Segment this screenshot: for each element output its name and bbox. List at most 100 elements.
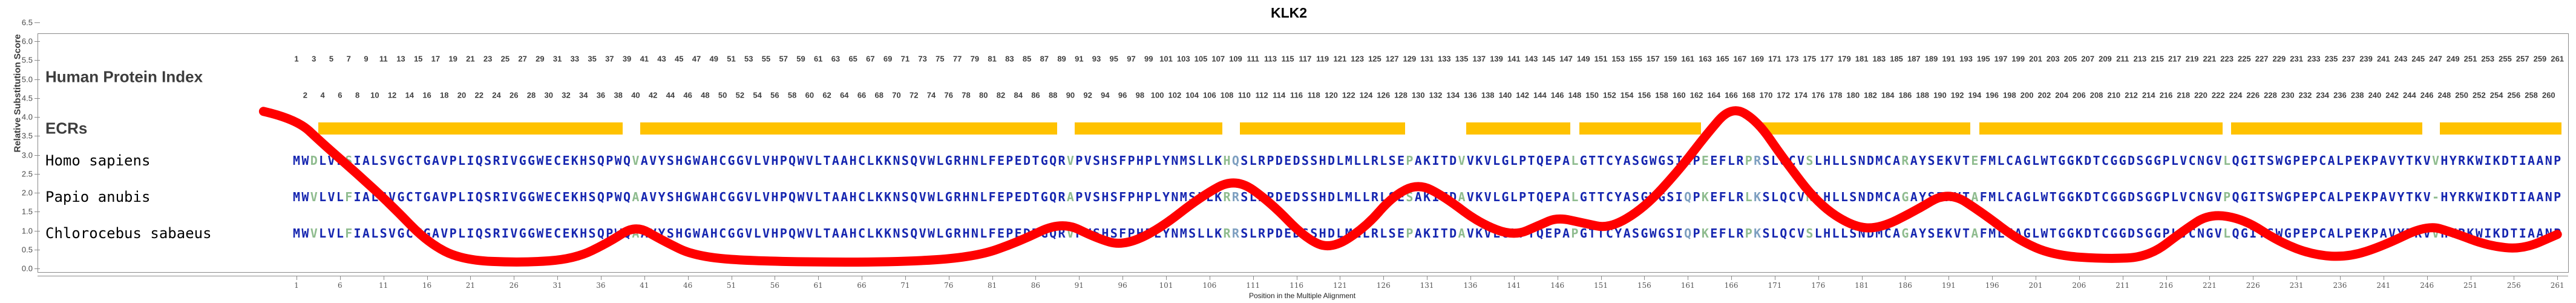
residue: W xyxy=(301,190,309,204)
residue: A xyxy=(841,190,848,204)
x-tick-label: 186 xyxy=(1898,281,1912,290)
residue: K xyxy=(1701,226,1709,241)
residue: L xyxy=(457,153,466,168)
residue: T xyxy=(1597,153,1605,168)
residue: K xyxy=(2362,153,2370,168)
protein-index-number: 145 xyxy=(1542,54,1556,64)
residue: H xyxy=(1101,153,1109,168)
residue: R xyxy=(1754,153,1762,168)
protein-index-number: 11 xyxy=(379,54,388,64)
residue: G xyxy=(527,226,536,241)
residue: V xyxy=(2214,226,2222,241)
residue: A xyxy=(1893,226,1901,241)
residue: G xyxy=(1579,153,1587,168)
residue: V xyxy=(510,153,518,168)
residue: L xyxy=(936,190,944,204)
x-tick-label: 221 xyxy=(2202,281,2217,290)
residue: I xyxy=(353,226,361,241)
residue: G xyxy=(945,153,952,168)
residue: E xyxy=(1710,190,1718,204)
residue: L xyxy=(1771,190,1778,204)
ecr-bar-segment xyxy=(1979,122,2223,135)
residue: L xyxy=(1249,226,1257,241)
protein-index-number: 115 xyxy=(1281,54,1294,64)
residue: C xyxy=(719,153,727,168)
residue: G xyxy=(2284,226,2292,241)
residue: L xyxy=(2223,153,2231,168)
residue: W xyxy=(927,190,936,204)
x-tick-mark xyxy=(1861,276,1863,280)
residue: H xyxy=(580,190,588,204)
protein-index-number: 136 xyxy=(1464,90,1477,100)
x-tick-label: 236 xyxy=(2333,281,2347,290)
residue: L xyxy=(2171,153,2178,168)
residue: D xyxy=(2084,153,2092,168)
x-tick-mark xyxy=(1948,276,1950,280)
protein-index-number: 73 xyxy=(918,54,927,64)
residue: H xyxy=(1319,190,1326,204)
residue: L xyxy=(867,190,874,204)
residue: L xyxy=(2031,153,2040,168)
residue: S xyxy=(588,226,596,241)
residue: M xyxy=(1179,153,1187,168)
x-tick-label: 46 xyxy=(683,281,693,290)
residue: K xyxy=(2362,190,2370,204)
residue: A xyxy=(831,226,839,241)
residue: Y xyxy=(1614,226,1622,241)
residue: S xyxy=(588,190,596,204)
protein-index-number: 140 xyxy=(1498,90,1512,100)
protein-index-number: 88 xyxy=(1048,90,1058,100)
residue: W xyxy=(301,153,309,168)
residue: Q xyxy=(1536,153,1544,168)
protein-index-number: 109 xyxy=(1229,54,1242,64)
residue: A xyxy=(1066,190,1074,204)
protein-index-number: 149 xyxy=(1576,54,1590,64)
x-tick-label: 146 xyxy=(1550,281,1565,290)
residue: L xyxy=(1362,190,1370,204)
protein-index-number: 37 xyxy=(605,54,614,64)
y-tick-mark xyxy=(34,211,40,213)
residue: G xyxy=(2066,226,2074,241)
residue: P xyxy=(1693,226,1700,241)
residue: Q xyxy=(475,190,483,204)
residue: M xyxy=(1988,153,1996,168)
residue: L xyxy=(1510,190,1518,204)
residue: S xyxy=(1110,153,1118,168)
residue: L xyxy=(2336,226,2344,241)
x-tick-mark xyxy=(557,276,559,280)
residue: E xyxy=(1545,226,1553,241)
residue: D xyxy=(1275,153,1283,168)
protein-index-number: 183 xyxy=(1872,54,1886,64)
residue: S xyxy=(1110,226,1118,241)
residue: A xyxy=(1414,153,1422,168)
residue: N xyxy=(893,190,900,204)
protein-index-number: 82 xyxy=(996,90,1006,100)
residue: R xyxy=(1058,190,1066,204)
residue: V xyxy=(919,153,926,168)
protein-index-number: 50 xyxy=(718,90,727,100)
residue: P xyxy=(1553,153,1561,168)
residue: L xyxy=(1728,190,1735,204)
residue: P xyxy=(1127,190,1135,204)
residue: A xyxy=(2014,153,2022,168)
residue: V xyxy=(1458,153,1466,168)
residue: A xyxy=(1562,190,1570,204)
protein-index-number: 254 xyxy=(2489,90,2503,100)
residue: H xyxy=(962,153,970,168)
ecr-bar-segment xyxy=(1240,122,1406,135)
residue: V xyxy=(441,226,448,241)
x-tick-label: 121 xyxy=(1332,281,1347,290)
x-tick-mark xyxy=(1644,276,1645,280)
protein-index-number: 23 xyxy=(483,54,493,64)
residue: E xyxy=(997,153,1005,168)
protein-index-number: 5 xyxy=(329,54,334,64)
residue: E xyxy=(2301,190,2309,204)
residue: Y xyxy=(658,190,666,204)
y-tick-label: 3.0 xyxy=(21,150,33,160)
protein-index-number: 181 xyxy=(1855,54,1869,64)
protein-index-number: 44 xyxy=(666,90,675,100)
residue: W xyxy=(692,153,701,168)
protein-index-number: 102 xyxy=(1168,90,1182,100)
protein-index-number: 83 xyxy=(1005,54,1014,64)
residue: S xyxy=(1806,153,1814,168)
